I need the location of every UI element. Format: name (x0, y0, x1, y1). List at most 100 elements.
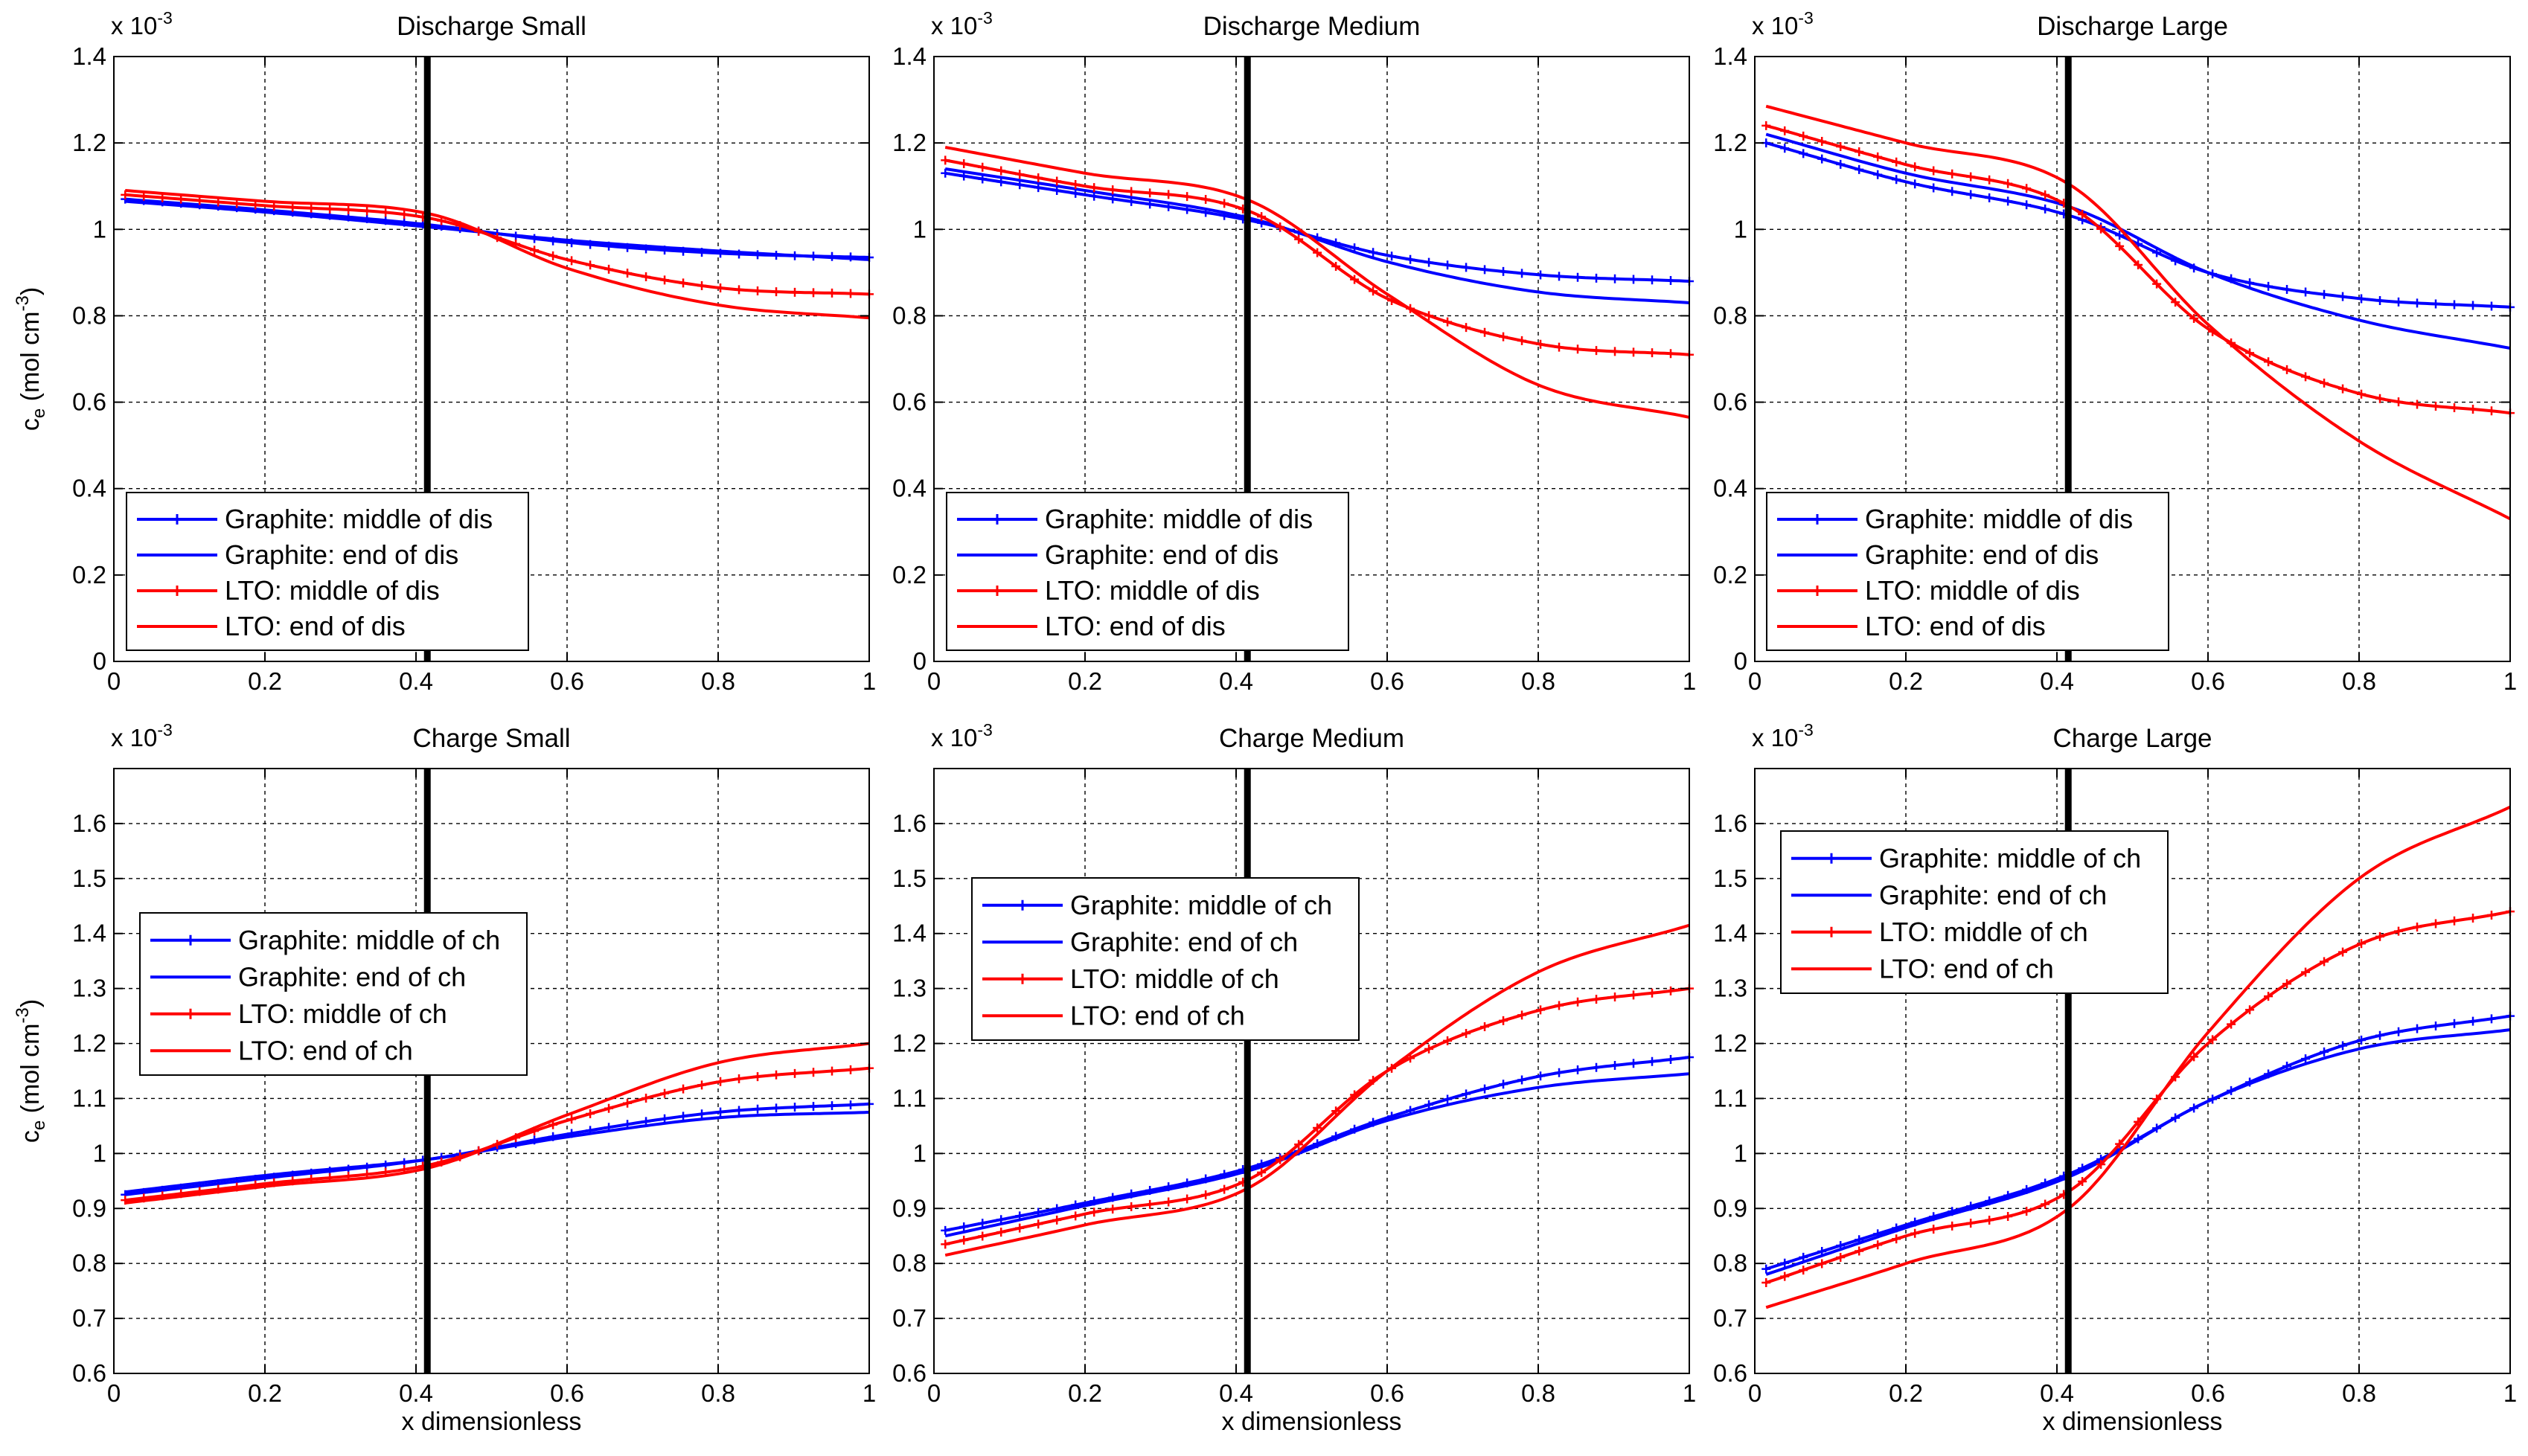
data-point (978, 162, 988, 172)
legend-label: LTO: end of dis (1045, 611, 1226, 641)
data-point (697, 280, 707, 290)
legend-label: Graphite: end of dis (1045, 539, 1279, 570)
data-point (1836, 141, 1846, 151)
y-tick-label: 0.9 (72, 1194, 106, 1222)
legend-marker (1826, 926, 1837, 937)
data-point (2041, 190, 2050, 199)
data-point (2431, 919, 2441, 929)
y-tick-label: 1.1 (1713, 1084, 1747, 1112)
y-axis-label-part: c (16, 418, 45, 431)
data-point (1873, 170, 1883, 179)
data-point (1855, 1246, 1864, 1256)
y-tick-label: 1 (93, 1139, 106, 1167)
data-point (1573, 997, 1583, 1007)
data-point (2375, 931, 2385, 941)
data-point (548, 251, 558, 260)
data-point (1480, 1022, 1490, 1031)
y-tick-label: 0.4 (1713, 475, 1747, 502)
data-point (2413, 400, 2422, 409)
chart-discharge-large: 0 0.2 0.4 0.6 0.8 100.20.40.60.811.21.4x 10-3… (1713, 8, 2517, 695)
series-line (944, 167, 1690, 304)
data-point (1071, 180, 1081, 190)
x-tick-label: 1 (863, 1379, 876, 1407)
data-point (1648, 1056, 1657, 1066)
data-point (1855, 147, 1864, 156)
data-point (2468, 914, 2478, 923)
data-point (679, 1112, 688, 1121)
axis-exponent-power: -3 (977, 8, 992, 28)
x-tick-label: 0.2 (1889, 1379, 1923, 1407)
x-tick-label: 0 (107, 667, 121, 695)
data-point (2468, 301, 2478, 310)
legend-label: Graphite: middle of ch (238, 925, 500, 955)
data-point (1089, 183, 1099, 193)
data-point (1145, 188, 1155, 198)
y-tick-label: 1.3 (1713, 975, 1747, 1002)
data-point (2487, 1014, 2497, 1024)
y-tick-label: 1.2 (1713, 129, 1747, 156)
legend-label: Graphite: end of ch (1879, 879, 2107, 910)
data-point (1108, 1205, 1118, 1214)
data-point (1536, 1071, 1546, 1081)
data-point (2338, 1041, 2348, 1051)
data-point (1836, 159, 1846, 169)
x-axis-label: x dimensionless (2043, 1408, 2223, 1436)
axes-frame (933, 56, 1690, 662)
axis-exponent-power: -3 (977, 720, 992, 740)
data-point (1313, 1123, 1322, 1132)
data-point (809, 1102, 819, 1112)
data-point (1629, 990, 1639, 1000)
data-point (1910, 179, 1920, 189)
x-tick-label: 0.6 (2191, 1379, 2225, 1407)
data-point (1164, 1197, 1174, 1207)
data-point (1948, 187, 1957, 196)
data-point (959, 1222, 969, 1231)
data-point (1331, 1106, 1341, 1116)
data-point (1201, 1190, 1211, 1200)
data-point (1462, 263, 1471, 272)
data-point (2245, 348, 2255, 358)
data-point (2227, 1019, 2236, 1029)
x-tick-label: 0 (1748, 667, 1761, 695)
data-point (2022, 200, 2032, 210)
x-tick-label: 0.2 (1068, 667, 1102, 695)
data-point (846, 1100, 856, 1110)
data-point (1480, 1084, 1490, 1094)
data-point (1966, 1219, 1976, 1228)
data-point (1127, 1202, 1136, 1211)
data-point (1555, 272, 1564, 281)
data-point (1387, 251, 1397, 261)
data-point (623, 1098, 633, 1108)
data-point (1892, 1234, 1901, 1244)
x-axis-label: x dimensionless (402, 1408, 582, 1436)
y-axis-label: ce (mol cm-3) (13, 287, 49, 431)
data-point (978, 1219, 988, 1228)
x-tick-label: 0.6 (1370, 1379, 1404, 1407)
legend-label: LTO: middle of ch (1879, 917, 2088, 947)
data-point (2450, 916, 2460, 926)
data-point (2078, 210, 2087, 219)
data-point (1443, 1094, 1453, 1104)
y-tick-label: 0.9 (892, 1194, 927, 1222)
legend-label: LTO: end of ch (1070, 1000, 1245, 1030)
data-point (1610, 274, 1620, 283)
data-point (1201, 194, 1211, 204)
legend-marker (172, 586, 182, 596)
data-point (735, 1074, 744, 1084)
data-point (1555, 342, 1564, 352)
y-tick-label: 1 (913, 215, 927, 243)
data-point (2282, 365, 2292, 374)
data-point (1220, 1184, 1229, 1194)
data-point (772, 1070, 781, 1080)
series-line (1765, 104, 2511, 521)
data-point (660, 1088, 670, 1098)
data-point (1985, 175, 1994, 185)
data-point (1089, 1208, 1099, 1217)
x-tick-label: 0.4 (2040, 667, 2074, 695)
data-point (1369, 286, 1378, 296)
data-point (1910, 162, 1920, 172)
data-point (1855, 164, 1864, 174)
legend-label: Graphite: end of dis (1865, 539, 2099, 570)
data-point (2468, 1016, 2478, 1026)
